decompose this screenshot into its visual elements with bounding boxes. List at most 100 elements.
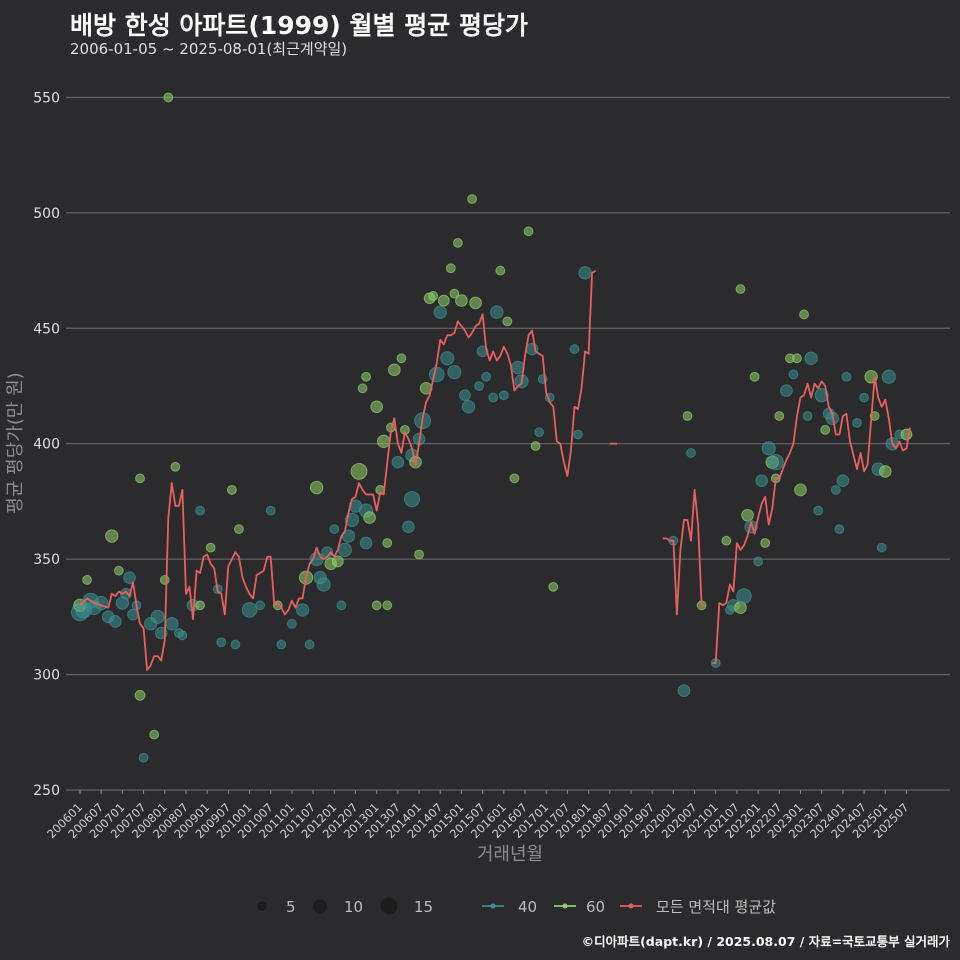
bubble-point-40 (488, 392, 499, 403)
bubble-point-40 (490, 305, 504, 319)
bubble-point-60 (799, 309, 809, 320)
bubble-point-60 (382, 538, 393, 548)
bubble-point-60 (741, 508, 754, 522)
bubble-point-60 (682, 411, 693, 421)
bubble-point-40 (276, 639, 287, 650)
bubble-point-40 (569, 344, 580, 354)
bubble-point-40 (461, 400, 476, 414)
bubble-point-60 (377, 434, 391, 449)
bubble-point-40 (459, 389, 471, 402)
bubble-point-40 (753, 556, 764, 567)
bubble-point-40 (788, 369, 799, 380)
bubble-point-60 (370, 400, 384, 414)
bubble-point-40 (876, 542, 887, 553)
bubble-point-40 (402, 520, 415, 534)
bubble-point-60 (721, 535, 732, 546)
bubble-point-60 (820, 424, 831, 435)
bubble-point-60 (205, 542, 216, 553)
bubble-point-60 (455, 294, 468, 307)
bubble-point-40 (440, 351, 455, 366)
bubble-point-40 (481, 371, 492, 382)
average-line-segment (79, 269, 597, 671)
y-tick-label: 500 (33, 206, 60, 222)
bubble-point-40 (241, 602, 258, 618)
bubble-point-60 (331, 555, 344, 568)
bubble-point-40 (780, 384, 793, 397)
bubble-point-40 (265, 505, 276, 516)
bubble-point-40 (534, 427, 545, 438)
y-tick-label: 350 (33, 552, 60, 568)
legend-series-dot (628, 903, 634, 909)
bubble-point-60 (509, 473, 520, 484)
bubble-point-60 (453, 237, 463, 248)
bubble-point-60 (469, 296, 482, 310)
bubble-point-40 (814, 388, 829, 403)
x-axis-label: 거래년월 (477, 844, 543, 865)
bubble-point-60 (159, 575, 170, 585)
bubble-point-40 (686, 448, 696, 458)
bubble-point-40 (677, 684, 691, 698)
bubble-point-40 (316, 577, 331, 592)
bubble-layer (70, 92, 913, 763)
bubble-point-60 (309, 480, 324, 495)
bubble-point-60 (428, 291, 439, 301)
bubble-point-60 (149, 729, 160, 740)
legend-series-label: 60 (586, 898, 605, 916)
bubble-point-60 (760, 538, 771, 548)
bubble-point-40 (123, 571, 136, 584)
chart-title: 배방 한성 아파트(1999) 월별 평균 평당가 (70, 11, 528, 40)
legend-size-circle (380, 897, 398, 915)
bubble-point-40 (852, 418, 862, 428)
y-tick-label: 400 (33, 437, 60, 453)
legend-size-label: 10 (344, 898, 363, 916)
average-line-segment (712, 375, 911, 664)
legend-size-circle (257, 901, 267, 911)
bubble-point-40 (391, 455, 405, 469)
bubble-point-40 (804, 351, 818, 366)
chart-subtitle: 2006-01-05 ~ 2025-08-01(최근계약일) (70, 40, 348, 58)
y-tick-label: 450 (33, 321, 60, 337)
bubble-point-40 (834, 524, 845, 535)
bubble-point-40 (447, 365, 462, 380)
bubble-point-40 (474, 381, 485, 391)
bubble-point-40 (336, 600, 347, 611)
bubble-point-40 (836, 474, 850, 487)
bubble-point-60 (195, 600, 205, 611)
bubble-point-60 (467, 194, 477, 204)
bubble-point-40 (295, 603, 310, 617)
bubble-point-60 (82, 575, 92, 585)
bubble-point-40 (337, 542, 352, 558)
bubble-point-60 (437, 294, 450, 307)
bubble-point-60 (495, 265, 506, 276)
bubble-point-60 (878, 465, 892, 478)
bubble-point-40 (329, 524, 340, 535)
bubble-point-60 (792, 353, 802, 364)
bubble-point-40 (830, 484, 841, 495)
legend-series-label: 모든 면적대 평균값 (656, 898, 776, 916)
bubble-point-60 (530, 441, 541, 451)
bubble-point-40 (498, 390, 509, 401)
bubble-point-40 (216, 637, 227, 648)
bubble-point-60 (135, 473, 145, 484)
bubble-point-40 (177, 630, 188, 641)
gridlines (66, 96, 950, 791)
bubble-point-40 (255, 600, 266, 611)
bubble-point-60 (502, 316, 513, 327)
bubble-point-40 (433, 305, 447, 319)
bubble-point-40 (578, 266, 592, 280)
bubble-point-40 (403, 490, 421, 508)
legend-size-circle (313, 899, 327, 913)
bubble-point-40 (802, 411, 813, 421)
bubble-point-40 (108, 615, 122, 628)
legend-series-label: 40 (518, 898, 537, 916)
bubble-point-40 (195, 505, 205, 516)
bubble-point-60 (396, 353, 407, 364)
bubble-point-40 (813, 505, 824, 516)
bubble-point-60 (774, 411, 785, 421)
bubble-point-60 (350, 462, 368, 480)
bubble-point-60 (226, 484, 237, 495)
bubble-point-60 (272, 600, 283, 611)
y-tick-label: 300 (33, 668, 60, 684)
legend-series-dot (490, 903, 496, 909)
bubble-point-40 (881, 369, 896, 384)
